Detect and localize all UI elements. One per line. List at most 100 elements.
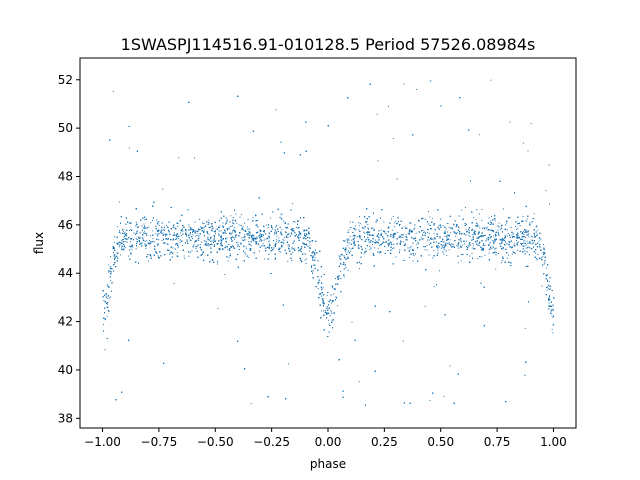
data-point [531, 236, 533, 238]
data-point [437, 247, 439, 249]
data-point [123, 240, 125, 242]
data-point [406, 239, 408, 241]
data-point [111, 282, 112, 284]
data-point [537, 254, 539, 255]
data-point [466, 246, 468, 247]
data-point [379, 252, 381, 254]
data-point [230, 253, 231, 255]
data-point [517, 227, 519, 229]
data-point [368, 239, 370, 241]
data-point [279, 249, 281, 250]
data-point [300, 234, 302, 236]
data-point [548, 280, 550, 282]
data-point [172, 253, 174, 255]
data-point [217, 229, 219, 230]
data-point [405, 234, 407, 236]
data-point [468, 228, 470, 230]
data-point [423, 231, 425, 233]
data-point [275, 226, 277, 228]
data-point [304, 233, 306, 234]
data-point [243, 234, 245, 235]
data-point [448, 241, 450, 243]
data-point [285, 235, 287, 237]
data-point [179, 241, 181, 243]
data-point [448, 226, 450, 228]
data-point [347, 256, 349, 258]
data-point [240, 214, 242, 216]
data-point [110, 296, 112, 298]
data-point [472, 228, 473, 230]
data-point [225, 245, 227, 247]
data-point [253, 240, 255, 242]
data-point [328, 323, 330, 325]
data-point [376, 218, 378, 220]
data-point [507, 232, 509, 234]
data-point [405, 236, 407, 238]
data-point [152, 238, 154, 240]
data-point [110, 280, 112, 282]
data-point [347, 269, 349, 271]
data-point [384, 242, 386, 243]
data-point [330, 311, 332, 313]
data-point [274, 231, 276, 233]
data-point [359, 216, 360, 218]
data-point [452, 228, 454, 230]
data-point [442, 225, 444, 227]
data-point [207, 238, 209, 240]
data-point [146, 240, 148, 242]
data-point [541, 285, 543, 287]
data-point [143, 227, 145, 229]
data-point [294, 221, 296, 223]
data-point [512, 236, 513, 238]
data-point [299, 232, 301, 234]
data-point [336, 305, 338, 307]
data-point [377, 247, 379, 249]
data-point [510, 227, 512, 228]
data-point [331, 319, 333, 321]
data-point [429, 400, 431, 401]
data-point [370, 247, 372, 249]
data-point [157, 243, 158, 245]
data-point [458, 239, 460, 241]
data-point [218, 234, 220, 236]
data-point [201, 241, 203, 243]
data-point [549, 294, 551, 296]
data-point [117, 242, 119, 244]
data-point [349, 242, 351, 244]
data-point [169, 253, 170, 255]
data-point [213, 238, 215, 240]
data-point [217, 263, 219, 265]
data-point [521, 245, 523, 247]
data-point [174, 239, 176, 240]
data-point [234, 227, 236, 229]
data-point [305, 263, 307, 264]
data-point [526, 234, 528, 236]
data-point [418, 221, 420, 223]
data-point [277, 241, 279, 243]
data-point [376, 113, 378, 115]
data-point [144, 219, 146, 221]
data-point [545, 190, 547, 192]
data-point [346, 238, 348, 240]
data-point [117, 256, 119, 258]
data-point [155, 233, 157, 235]
data-point [213, 236, 215, 238]
data-point [153, 241, 155, 243]
data-point [345, 247, 347, 249]
data-point [244, 230, 246, 232]
data-point [498, 222, 500, 224]
data-point [548, 164, 550, 166]
data-point [231, 233, 233, 235]
data-point [322, 287, 324, 289]
data-point [333, 313, 335, 315]
data-point [350, 248, 352, 250]
data-point [157, 233, 159, 235]
data-point [524, 327, 526, 329]
data-point [538, 240, 540, 242]
data-point [482, 227, 483, 229]
data-point [530, 235, 532, 237]
data-point [491, 248, 493, 250]
data-point [415, 232, 417, 234]
data-point [353, 234, 355, 236]
